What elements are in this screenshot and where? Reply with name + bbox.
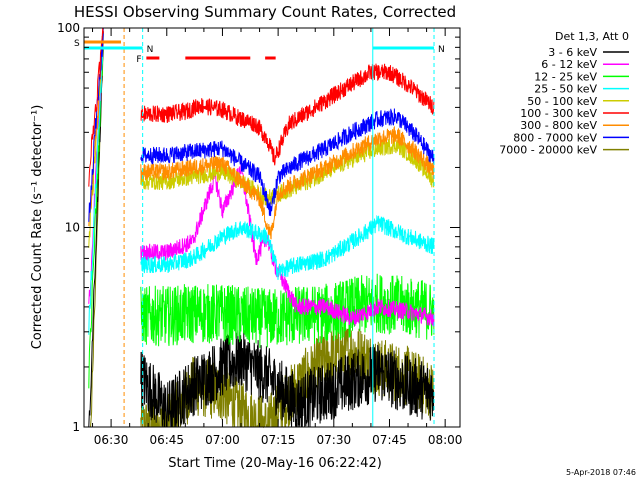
legend-entry-3: 12 - 25 keV [534,70,597,83]
series-line-8 [140,108,435,217]
legend-entry-9: 7000 - 20000 keV [499,144,597,157]
flag-label-4: F [136,55,141,65]
x-tick-label-6: 07:45 [372,433,407,447]
series-line-2 [140,160,435,327]
series-line-1 [140,330,435,428]
series-line-3 [140,273,435,348]
x-tick-label-4: 07:15 [261,433,296,447]
x-tick-label-3: 07:00 [205,433,240,447]
series-line-6 [140,63,435,166]
y-tick-label-1: 1 [72,420,80,434]
legend-entry-4: 25 - 50 keV [534,83,597,96]
series-spike-1 [88,31,104,428]
y-axis-label: Corrected Count Rate (s⁻¹ detector⁻¹) [30,105,45,350]
legend-title: Det 1,3, Att 0 [555,30,629,43]
chart-title: HESSI Observing Summary Count Rates, Cor… [74,3,456,21]
flag-label-3: N [438,45,445,55]
y-tick-label-2: 10 [65,221,80,235]
x-axis-label: Start Time (20-May-16 06:22:42) [168,456,382,471]
axes-layer: 06:30 06:45 07:00 07:15 07:30 07:45 08:00 1 10 10… [57,21,462,447]
flags-layer: SN NF [74,28,445,427]
legend-entry-7: 300 - 800 keV [520,119,597,132]
flag-label-2: N [147,45,154,55]
flag-label-1: S [74,39,80,49]
y-tick-label-3: 100 [57,21,80,35]
x-tick-label-1: 06:30 [94,433,129,447]
legend-entry-6: 100 - 300 keV [520,107,597,120]
series-spike-8 [88,27,104,222]
series-line-4 [140,214,435,280]
legend-entry-5: 50 - 100 keV [527,95,597,108]
timestamp-label: 5-Apr-2018 07:46 [566,468,636,477]
series-spike-4 [88,41,104,335]
series-spike-6 [88,27,104,187]
x-tick-label-2: 06:45 [149,433,184,447]
x-tick-label-7: 08:00 [428,433,463,447]
legend-entry-1: 3 - 6 keV [548,46,597,59]
series-line-7 [140,125,435,240]
legend-entry-8: 800 - 7000 keV [513,131,597,144]
legend-entry-2: 6 - 12 keV [541,58,597,71]
plot-data-layer [88,27,435,429]
x-tick-label-5: 07:30 [317,433,352,447]
